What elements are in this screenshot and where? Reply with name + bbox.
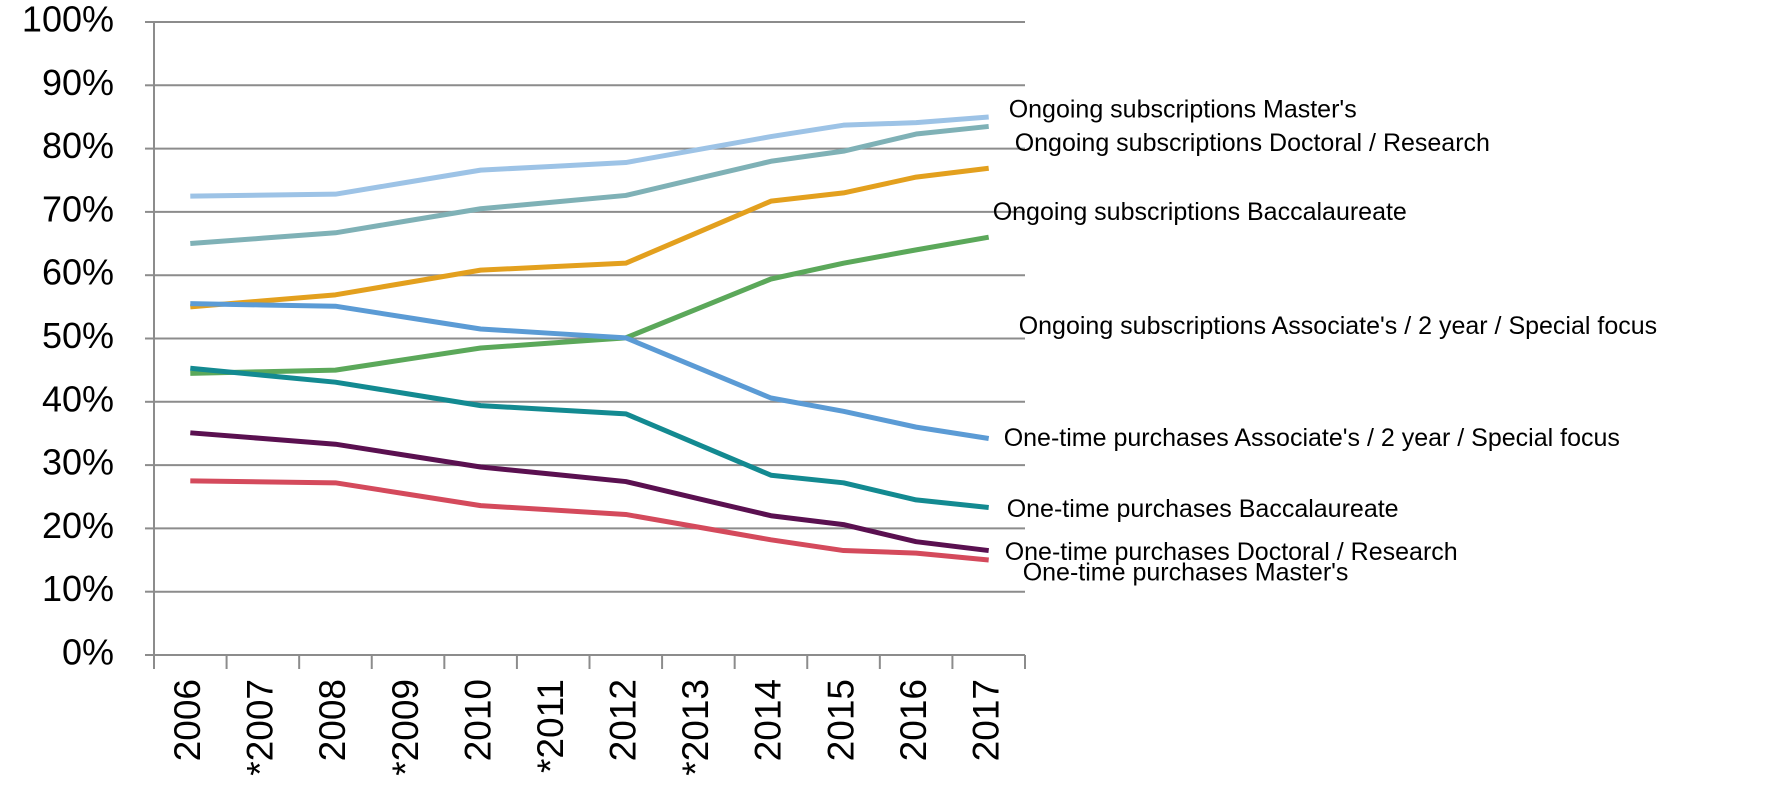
- series-line: [190, 365, 989, 510]
- series-label: Ongoing subscriptions Doctoral / Researc…: [1015, 129, 1490, 157]
- series-label: Ongoing subscriptions Baccalaureate: [993, 198, 1407, 226]
- y-tick-label: 30%: [42, 442, 114, 483]
- series-label: One-time purchases Associate's / 2 year …: [1004, 424, 1620, 452]
- series-label: One-time purchases Master's: [1023, 559, 1349, 587]
- y-tick-label: 40%: [42, 378, 114, 419]
- x-tick-label: 2012: [603, 679, 644, 761]
- series-line: [190, 114, 989, 199]
- x-tick-label: 2016: [893, 679, 934, 761]
- series-line: [190, 430, 990, 554]
- y-tick-label: 60%: [42, 252, 114, 293]
- x-tick-label: 2008: [312, 679, 353, 761]
- x-tick-label: 2014: [748, 679, 789, 761]
- series-line: [190, 301, 990, 441]
- series-label: Ongoing subscriptions Associate's / 2 ye…: [1019, 312, 1657, 340]
- x-tick-label: *2009: [385, 679, 426, 776]
- series-line: [190, 123, 989, 247]
- series-line: [190, 165, 990, 310]
- y-tick-label: 20%: [42, 505, 114, 546]
- series-label: Ongoing subscriptions Master's: [1009, 96, 1357, 124]
- y-tick-label: 100%: [22, 0, 114, 40]
- series-line: [190, 234, 990, 376]
- x-tick-label: 2015: [820, 679, 861, 761]
- y-tick-label: 10%: [42, 568, 114, 609]
- series-label: One-time purchases Doctoral / Research: [1005, 538, 1458, 566]
- x-tick-label: *2011: [530, 679, 571, 773]
- y-tick-label: 80%: [42, 125, 114, 166]
- y-tick-label: 0%: [62, 632, 114, 673]
- y-tick-label: 50%: [42, 315, 114, 356]
- x-tick-label: *2013: [675, 679, 716, 776]
- series-label: One-time purchases Baccalaureate: [1007, 495, 1399, 523]
- y-tick-label: 90%: [42, 62, 114, 103]
- series-line: [190, 478, 989, 563]
- x-tick-label: 2017: [965, 679, 1006, 761]
- x-tick-label: *2007: [240, 679, 281, 776]
- x-tick-label: 2006: [167, 679, 208, 761]
- y-tick-label: 70%: [42, 188, 114, 229]
- x-tick-label: 2010: [457, 679, 498, 761]
